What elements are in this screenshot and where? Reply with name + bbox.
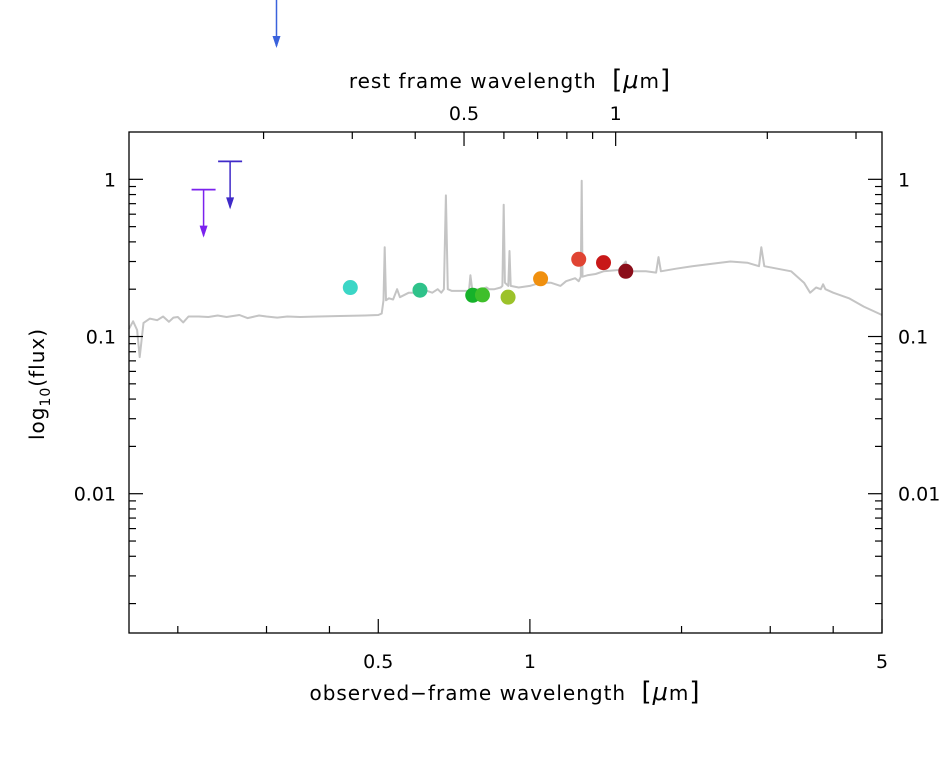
photometry-point — [342, 280, 358, 296]
y-tick-label-left: 0.1 — [86, 327, 116, 349]
photometry-point — [618, 263, 634, 279]
top-tick-label: 0.5 — [449, 103, 479, 125]
photometry-point — [571, 251, 587, 267]
photometry-point — [412, 282, 428, 298]
photometry-point — [596, 255, 612, 271]
y-tick-label-left: 1 — [104, 169, 116, 191]
offscale-limit-arrow — [272, 0, 281, 48]
x-axis-label: observed−frame wavelength [μm] — [309, 677, 700, 707]
y-axis-label: log10(flux) — [25, 328, 54, 440]
template-spectrum-line — [128, 179, 883, 359]
upper-limit-marker — [218, 160, 243, 210]
x-tick-label: 1 — [524, 651, 536, 673]
photometry-point — [474, 287, 490, 303]
top-axis-label: rest frame wavelength [μm] — [349, 65, 671, 95]
x-axis-label-text: observed−frame wavelength — [309, 681, 626, 705]
x-tick-label: 5 — [876, 651, 888, 673]
top-tick-label: 1 — [610, 103, 622, 125]
y-tick-label-right: 1 — [898, 169, 910, 191]
plot-frame — [128, 131, 883, 634]
y-tick-label-left: 0.01 — [74, 484, 116, 506]
top-axis-label-text: rest frame wavelength — [349, 69, 597, 93]
ticks-layer: 0.5 1 5 0.5 1 1 1 0.1 0.1 0.01 0.01 — [74, 103, 941, 673]
x-tick-label: 0.5 — [363, 651, 393, 673]
photometry-point — [500, 289, 516, 305]
data-points-layer — [191, 0, 634, 305]
upper-limit-marker — [191, 188, 216, 238]
axes-layer — [128, 131, 883, 634]
photometry-point — [533, 271, 549, 287]
template-spectrum-layer — [128, 179, 883, 359]
y-tick-label-right: 0.1 — [898, 327, 928, 349]
y-tick-label-right: 0.01 — [898, 484, 940, 506]
